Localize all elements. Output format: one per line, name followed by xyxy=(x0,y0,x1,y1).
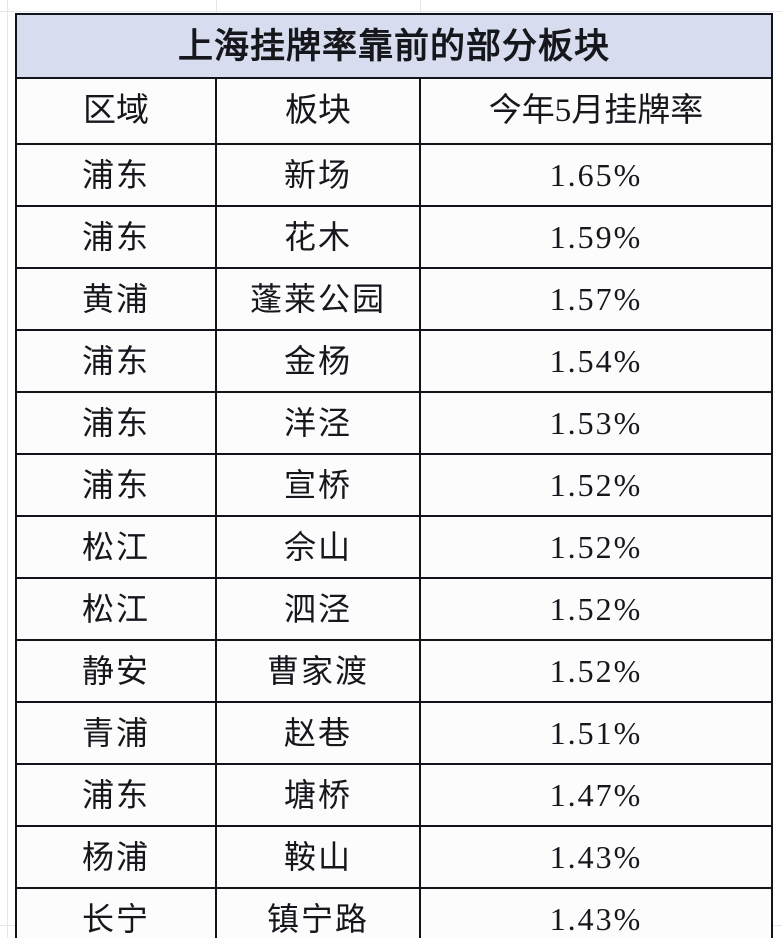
table-row: 浦东 洋泾 1.53% xyxy=(15,391,773,455)
table-row: 浦东 金杨 1.54% xyxy=(15,329,773,393)
table-row: 松江 泗泾 1.52% xyxy=(15,577,773,641)
cell-block: 塘桥 xyxy=(215,763,421,827)
table-body: 上海挂牌率靠前的部分板块 区域 板块 今年5月挂牌率 浦东 新场 1.65% 浦… xyxy=(15,13,773,938)
table-row: 静安 曹家渡 1.52% xyxy=(15,639,773,703)
cell-block: 洋泾 xyxy=(215,391,421,455)
cell-area: 浦东 xyxy=(15,143,217,207)
cell-area: 浦东 xyxy=(15,205,217,269)
cell-rate: 1.47% xyxy=(419,763,773,827)
cell-rate: 1.51% xyxy=(419,701,773,765)
cell-rate: 1.53% xyxy=(419,391,773,455)
table-row: 青浦 赵巷 1.51% xyxy=(15,701,773,765)
cell-block: 佘山 xyxy=(215,515,421,579)
listing-rate-table-container: 上海挂牌率靠前的部分板块 区域 板块 今年5月挂牌率 浦东 新场 1.65% 浦… xyxy=(15,13,773,938)
cell-rate: 1.57% xyxy=(419,267,773,331)
table-row: 浦东 塘桥 1.47% xyxy=(15,763,773,827)
cell-rate: 1.65% xyxy=(419,143,773,207)
table-row: 松江 佘山 1.52% xyxy=(15,515,773,579)
table-row: 浦东 新场 1.65% xyxy=(15,143,773,207)
table-row: 黄浦 蓬莱公园 1.57% xyxy=(15,267,773,331)
cell-block: 新场 xyxy=(215,143,421,207)
cell-rate: 1.52% xyxy=(419,453,773,517)
cell-block: 鞍山 xyxy=(215,825,421,889)
cell-block: 赵巷 xyxy=(215,701,421,765)
cell-rate: 1.43% xyxy=(419,887,773,938)
cell-block: 泗泾 xyxy=(215,577,421,641)
cell-rate: 1.43% xyxy=(419,825,773,889)
page-title: 上海挂牌率靠前的部分板块 xyxy=(15,13,773,79)
gridline-vertical xyxy=(7,0,8,938)
cell-area: 静安 xyxy=(15,639,217,703)
cell-block: 宣桥 xyxy=(215,453,421,517)
cell-rate: 1.54% xyxy=(419,329,773,393)
table-header-row: 区域 板块 今年5月挂牌率 xyxy=(15,77,773,145)
table-title-row: 上海挂牌率靠前的部分板块 xyxy=(15,13,773,79)
table-row: 长宁 镇宁路 1.43% xyxy=(15,887,773,938)
cell-block: 金杨 xyxy=(215,329,421,393)
cell-block: 镇宁路 xyxy=(215,887,421,938)
cell-block: 蓬莱公园 xyxy=(215,267,421,331)
cell-area: 松江 xyxy=(15,577,217,641)
column-header-area: 区域 xyxy=(15,77,217,145)
table-row: 浦东 宣桥 1.52% xyxy=(15,453,773,517)
cell-rate: 1.52% xyxy=(419,515,773,579)
cell-area: 浦东 xyxy=(15,329,217,393)
cell-area: 黄浦 xyxy=(15,267,217,331)
column-header-rate: 今年5月挂牌率 xyxy=(419,77,773,145)
gridline-horizontal xyxy=(0,11,782,12)
cell-area: 浦东 xyxy=(15,453,217,517)
cell-area: 长宁 xyxy=(15,887,217,938)
cell-area: 浦东 xyxy=(15,391,217,455)
cell-area: 杨浦 xyxy=(15,825,217,889)
cell-rate: 1.52% xyxy=(419,577,773,641)
cell-rate: 1.52% xyxy=(419,639,773,703)
column-header-block: 板块 xyxy=(215,77,421,145)
cell-area: 浦东 xyxy=(15,763,217,827)
cell-area: 青浦 xyxy=(15,701,217,765)
table-row: 浦东 花木 1.59% xyxy=(15,205,773,269)
listing-rate-table: 上海挂牌率靠前的部分板块 区域 板块 今年5月挂牌率 浦东 新场 1.65% 浦… xyxy=(15,13,773,938)
cell-area: 松江 xyxy=(15,515,217,579)
cell-rate: 1.59% xyxy=(419,205,773,269)
cell-block: 花木 xyxy=(215,205,421,269)
table-row: 杨浦 鞍山 1.43% xyxy=(15,825,773,889)
cell-block: 曹家渡 xyxy=(215,639,421,703)
